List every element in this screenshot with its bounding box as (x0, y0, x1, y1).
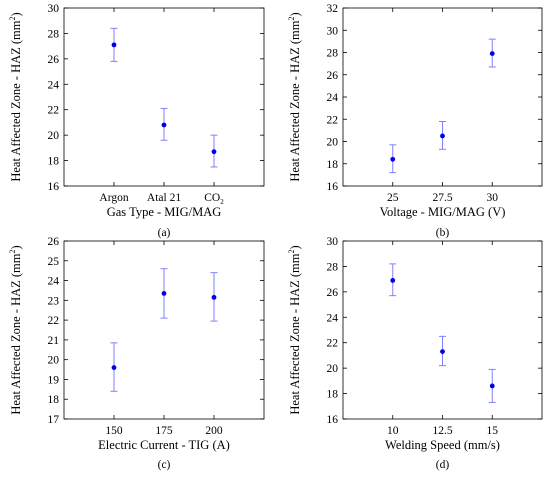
x-tick-label: Argon (99, 192, 128, 204)
y-tick-label: 19 (48, 374, 60, 386)
y-tick-label: 22 (48, 105, 60, 117)
x-axis-label: Electric Current - TIG (A) (98, 438, 230, 452)
y-tick-label: 18 (327, 159, 339, 171)
data-point (161, 291, 167, 296)
y-tick-label: 28 (48, 28, 60, 40)
plot-frame (63, 240, 265, 420)
y-axis-label: Heat Affected Zone - HAZ (mm2) (8, 12, 23, 181)
y-tick-label: 18 (48, 156, 60, 168)
y-tick-label: 28 (327, 48, 339, 60)
data-point (440, 133, 445, 139)
plot-frame (342, 7, 543, 187)
x-tick-label: 200 (205, 425, 223, 437)
y-tick-label: 26 (327, 70, 339, 82)
y-tick-label: 16 (48, 181, 60, 193)
y-tick-label: 26 (48, 54, 60, 66)
x-tick-label: 27.5 (432, 192, 452, 204)
x-tick-label: 30 (487, 192, 499, 204)
data-point (440, 349, 445, 355)
y-tick-label: 24 (48, 276, 60, 288)
y-tick-label: 20 (327, 137, 339, 149)
y-tick-label: 16 (327, 181, 339, 193)
y-tick-label: 22 (48, 315, 60, 327)
x-tick-label: 15 (487, 425, 499, 437)
x-tick-label: 150 (105, 425, 123, 437)
y-tick-label: 24 (327, 312, 339, 324)
y-tick-label: 26 (327, 287, 339, 299)
y-tick-label: 30 (327, 236, 339, 248)
y-tick-label: 20 (327, 363, 339, 375)
data-point (211, 149, 217, 155)
plot-frame (63, 7, 265, 187)
y-tick-label: 26 (48, 236, 60, 248)
y-axis-label: Heat Affected Zone - HAZ (mm2) (8, 245, 23, 414)
panel-label: (c) (158, 459, 171, 471)
y-tick-label: 20 (48, 355, 60, 367)
x-axis-label: Gas Type - MIG/MAG (107, 205, 222, 219)
x-tick-label: 25 (387, 192, 399, 204)
y-tick-label: 17 (48, 414, 60, 426)
panel-label: (a) (158, 227, 171, 239)
data-point (211, 294, 217, 300)
y-tick-label: 30 (327, 25, 339, 37)
x-axis-label: Voltage - MIG/MAG (V) (380, 205, 506, 219)
y-axis-label: Heat Affected Zone - HAZ (mm2) (287, 245, 302, 414)
data-point (111, 42, 117, 48)
x-tick-label: CO2 (204, 192, 224, 206)
y-axis-label: Heat Affected Zone - HAZ (mm2) (287, 12, 302, 181)
y-tick-label: 28 (327, 261, 339, 273)
y-tick-label: 23 (48, 295, 60, 307)
y-tick-label: 24 (48, 79, 60, 91)
y-tick-label: 16 (327, 414, 339, 426)
y-tick-label: 32 (327, 3, 339, 15)
x-tick-label: Atal 21 (147, 192, 181, 204)
data-point (489, 51, 495, 57)
data-point (489, 383, 495, 389)
y-tick-label: 22 (327, 114, 339, 126)
data-point (390, 156, 396, 162)
x-tick-label: 12.5 (432, 425, 452, 437)
panel-label: (b) (436, 227, 450, 239)
y-tick-label: 18 (327, 389, 339, 401)
data-point (161, 122, 167, 128)
y-tick-label: 21 (48, 335, 60, 347)
x-tick-label: 175 (155, 425, 173, 437)
y-tick-label: 24 (327, 92, 339, 104)
y-tick-label: 18 (48, 394, 60, 406)
panel-label: (d) (436, 459, 450, 471)
data-point (111, 365, 117, 370)
x-tick-label: 10 (387, 425, 399, 437)
data-point (390, 278, 396, 283)
plot-frame (342, 240, 543, 420)
y-tick-label: 30 (48, 3, 60, 15)
x-axis-label: Welding Speed (mm/s) (385, 438, 500, 452)
y-tick-label: 20 (48, 130, 60, 142)
y-tick-label: 25 (48, 256, 60, 268)
y-tick-label: 22 (327, 338, 339, 350)
